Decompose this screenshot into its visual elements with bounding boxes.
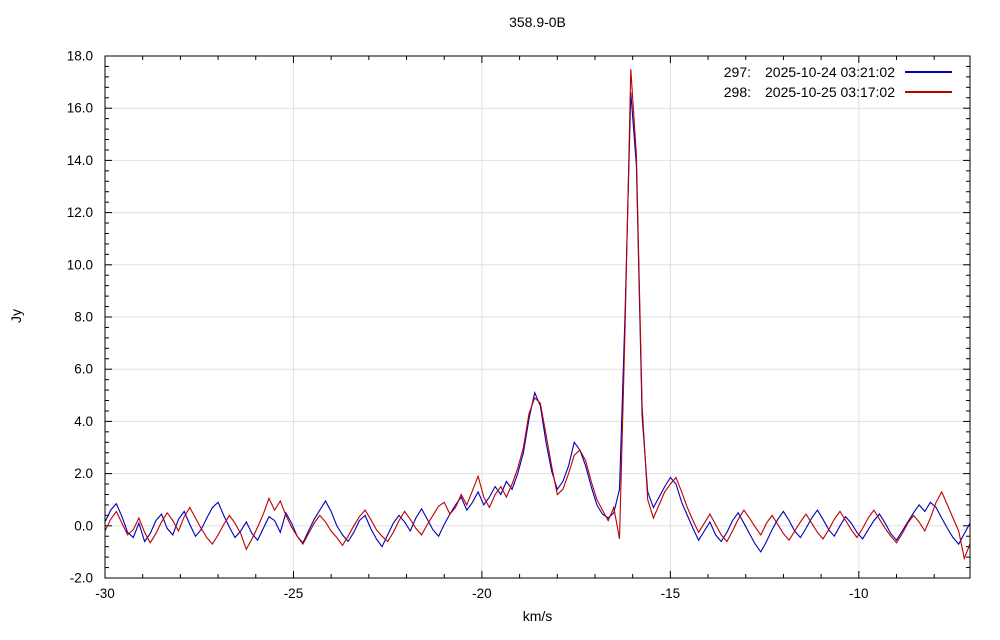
tick-labels: -30 -25 -20 -15 -10 -2.0 0.0 2.0 4.0 6.0 8.0 10.0 12…: [67, 49, 869, 602]
y-tick-label: 4.0: [74, 414, 93, 429]
legend-scan-number: 297:: [723, 64, 751, 80]
legend-entry-297: 297: 2025-10-24 03:21:02: [724, 62, 952, 82]
y-axis-label: Jy: [8, 309, 24, 323]
x-tick-label: -20: [472, 586, 492, 601]
y-tick-label: -2.0: [70, 571, 93, 586]
x-tick-label: -25: [284, 586, 304, 601]
y-tick-label: 16.0: [67, 101, 93, 116]
y-tick-label: 18.0: [67, 49, 93, 64]
x-tick-label: -15: [661, 586, 681, 601]
series-line-297: [104, 92, 971, 553]
legend: 297: 2025-10-24 03:21:02 298: 2025-10-25…: [724, 62, 952, 102]
y-tick-label: 2.0: [74, 466, 93, 481]
legend-scan-number: 298:: [723, 84, 751, 100]
legend-timestamp: 2025-10-24 03:21:02: [765, 64, 895, 80]
x-axis-label: km/s: [522, 608, 553, 624]
page-title: 358.9-0B: [509, 14, 566, 30]
axis-ticks: [104, 55, 970, 579]
legend-timestamp: 2025-10-25 03:17:02: [765, 84, 895, 100]
y-tick-label: 10.0: [67, 257, 93, 272]
x-tick-label: -10: [849, 586, 869, 601]
y-tick-label: 6.0: [74, 362, 93, 377]
x-tick-label: -30: [95, 586, 115, 601]
y-tick-label: 8.0: [74, 310, 93, 325]
grid-lines: [105, 56, 970, 578]
legend-line-sample-red: [905, 91, 952, 93]
series-line-298: [104, 69, 971, 561]
plot-border: [104, 55, 971, 579]
legend-entry-298: 298: 2025-10-25 03:17:02: [724, 82, 952, 102]
y-tick-label: 12.0: [67, 205, 93, 220]
y-tick-label: 14.0: [67, 153, 93, 168]
y-tick-label: 0.0: [74, 518, 93, 533]
legend-line-sample-blue: [905, 71, 952, 73]
